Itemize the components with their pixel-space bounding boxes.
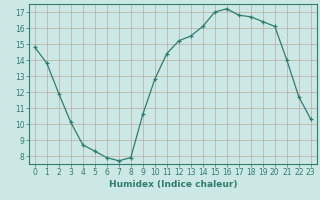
X-axis label: Humidex (Indice chaleur): Humidex (Indice chaleur) [108,180,237,189]
